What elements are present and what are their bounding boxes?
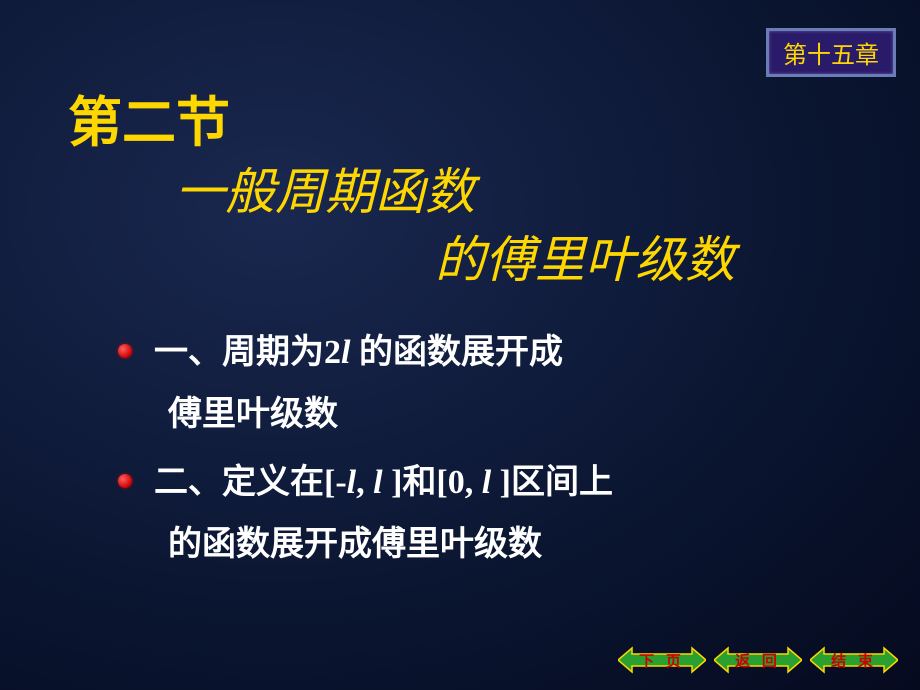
bullet-item-2: 二、定义在[-l, l ]和[0, l ]区间上 的函数展开成傅里叶级数: [118, 456, 613, 565]
nav-bar: 下 页 返 回 结 束: [618, 646, 898, 674]
nav-next-button[interactable]: 下 页: [618, 646, 706, 674]
nav-end-button[interactable]: 结 束: [810, 646, 898, 674]
bullet-1-line-2: 傅里叶级数: [168, 386, 563, 435]
bullet-icon: [118, 474, 132, 488]
title-line-2: 的傅里叶级数: [435, 220, 735, 292]
bullet-item-1: 一、周期为2l 的函数展开成 傅里叶级数: [118, 326, 563, 435]
bullet-2-line-2: 的函数展开成傅里叶级数: [168, 516, 613, 565]
nav-back-label: 返 回: [735, 650, 781, 671]
bullet-2-line-1: 二、定义在[-l, l ]和[0, l ]区间上: [154, 456, 613, 510]
title-line-1: 一般周期函数: [175, 152, 475, 224]
nav-next-label: 下 页: [639, 650, 685, 671]
nav-end-label: 结 束: [831, 650, 877, 671]
nav-back-button[interactable]: 返 回: [714, 646, 802, 674]
chapter-badge-text: 第十五章: [783, 43, 879, 69]
bullet-1-line-1: 一、周期为2l 的函数展开成: [154, 326, 563, 380]
section-heading: 第二节: [68, 78, 230, 157]
bullet-icon: [118, 344, 132, 358]
chapter-badge[interactable]: 第十五章: [766, 28, 896, 77]
